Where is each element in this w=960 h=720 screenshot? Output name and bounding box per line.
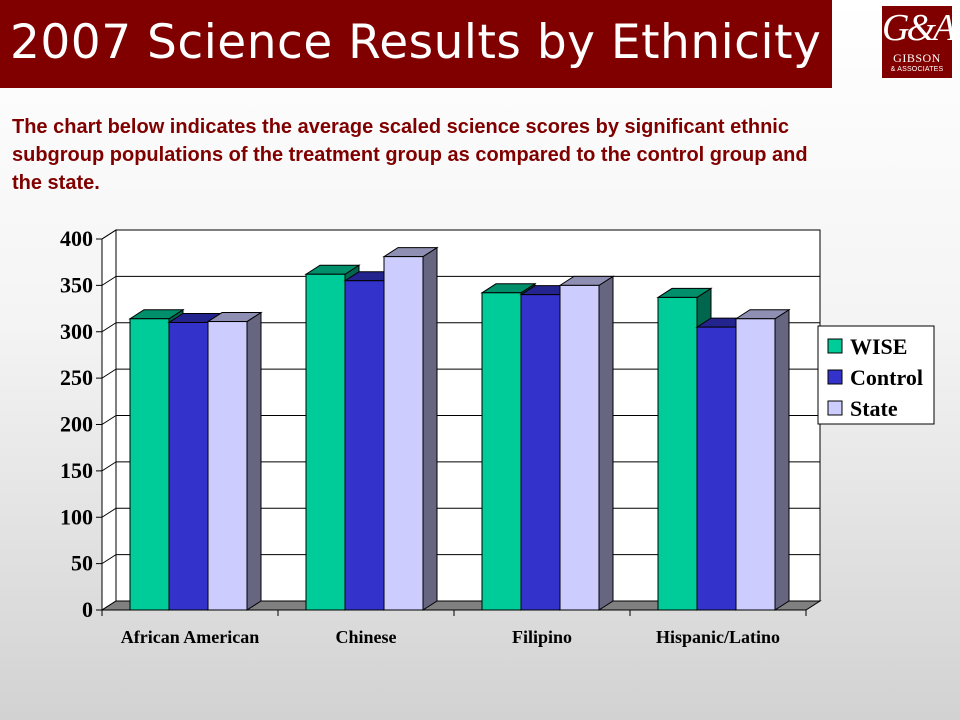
logo-subtitle: & ASSOCIATES xyxy=(890,66,944,73)
y-tick-label: 50 xyxy=(71,551,93,576)
gridline-side xyxy=(101,368,117,379)
gridline-side xyxy=(101,554,117,565)
legend-label: State xyxy=(850,396,898,421)
intro-text: The chart below indicates the average sc… xyxy=(12,116,808,194)
gridline-side xyxy=(101,415,117,425)
bar-wise-chinese xyxy=(305,273,346,611)
bar-state-hispanic-latino xyxy=(735,318,776,611)
bar-chart: 0 50 100 150 200 250 300 350 400 African American… xyxy=(60,226,935,647)
gridline-side xyxy=(101,507,117,518)
y-tick-label: 400 xyxy=(60,226,93,251)
x-category-label: Filipino xyxy=(512,627,572,647)
title-bar: 2007 Science Results by Ethnicity xyxy=(0,0,832,88)
bar-wise-filipino xyxy=(481,292,522,611)
bar-control-hispanic-latino xyxy=(696,326,737,611)
gridline-side xyxy=(101,229,117,240)
legend-swatch xyxy=(827,400,843,416)
y-tick-label: 100 xyxy=(60,504,93,529)
bar-side xyxy=(774,308,790,611)
logo-name: GIBSON xyxy=(893,51,941,65)
y-tick-label: 150 xyxy=(60,458,93,483)
company-logo: G&A GIBSON & ASSOCIATES xyxy=(880,4,954,80)
bar-side xyxy=(422,246,438,611)
gridline-side xyxy=(101,322,117,333)
bar-control-filipino xyxy=(520,294,561,611)
gridline-side xyxy=(101,275,117,286)
bar-state-filipino xyxy=(559,284,600,611)
legend-label: WISE xyxy=(850,334,907,359)
page-title: 2007 Science Results by Ethnicity xyxy=(10,15,822,70)
x-category-label: Chinese xyxy=(335,627,396,647)
legend-label: Control xyxy=(850,365,923,390)
y-tick-label: 0 xyxy=(82,597,93,622)
bar-state-chinese xyxy=(383,256,424,611)
bar-control-chinese xyxy=(344,280,385,611)
bar-wise-african-american xyxy=(129,318,170,611)
y-tick-label: 350 xyxy=(60,272,93,297)
y-tick-label: 300 xyxy=(60,319,93,344)
bar-side xyxy=(598,275,614,611)
legend-swatch xyxy=(827,369,843,385)
y-tick-label: 200 xyxy=(60,412,93,437)
bar-state-african-american xyxy=(207,321,248,611)
y-tick-label: 250 xyxy=(60,365,93,390)
bar-wise-hispanic-latino xyxy=(657,296,698,611)
gridline-side xyxy=(101,461,117,472)
bar-control-african-american xyxy=(168,321,209,611)
bar-side xyxy=(246,311,262,611)
legend-swatch xyxy=(827,338,843,354)
x-category-label: Hispanic/Latino xyxy=(656,627,780,647)
logo-monogram: G&A xyxy=(882,7,954,49)
x-category-label: African American xyxy=(121,627,259,647)
